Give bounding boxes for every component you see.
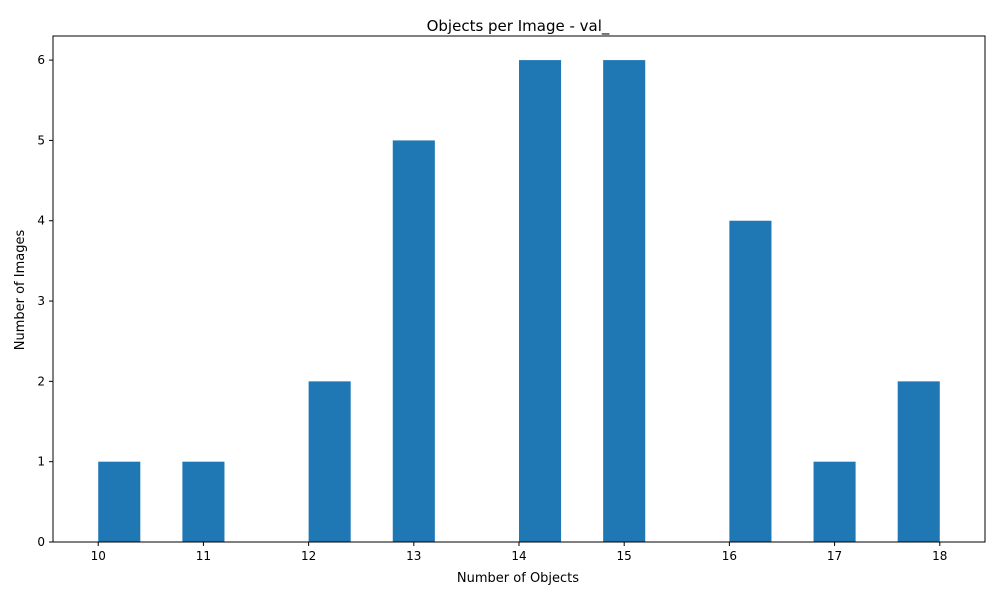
y-tick-label: 4 (37, 214, 45, 228)
bar-2 (308, 381, 351, 542)
x-tick-label: 13 (406, 549, 421, 563)
y-axis-label: Number of Images (13, 230, 28, 351)
x-tick-label: 10 (91, 549, 106, 563)
x-axis-ticks: 10 11 12 13 14 15 16 17 18 (91, 542, 947, 563)
bar-0 (98, 461, 141, 542)
y-tick-label: 1 (37, 455, 45, 469)
y-tick-label: 5 (37, 133, 45, 147)
bar-group (98, 60, 940, 542)
x-tick-label: 14 (511, 549, 526, 563)
plot-frame (52, 35, 986, 543)
bar-6 (729, 220, 772, 542)
y-axis-ticks: 0 1 2 3 4 5 6 (37, 53, 53, 549)
x-tick-label: 17 (827, 549, 842, 563)
bar-1 (182, 461, 225, 542)
x-tick-label: 18 (932, 549, 947, 563)
bar-5 (603, 60, 646, 542)
bar-7 (813, 461, 856, 542)
y-tick-label: 6 (37, 53, 45, 67)
x-tick-label: 15 (617, 549, 632, 563)
x-tick-label: 12 (301, 549, 316, 563)
bar-8 (897, 381, 940, 542)
y-tick-label: 3 (37, 294, 45, 308)
x-tick-label: 16 (722, 549, 737, 563)
x-tick-label: 11 (196, 549, 211, 563)
y-tick-label: 2 (37, 374, 45, 388)
y-tick-label: 0 (37, 535, 45, 549)
bar-4 (519, 60, 562, 542)
x-axis-label: Number of Objects (457, 571, 579, 586)
chart-title: Objects per Image - val_ (427, 17, 610, 36)
bar-3 (392, 140, 435, 542)
